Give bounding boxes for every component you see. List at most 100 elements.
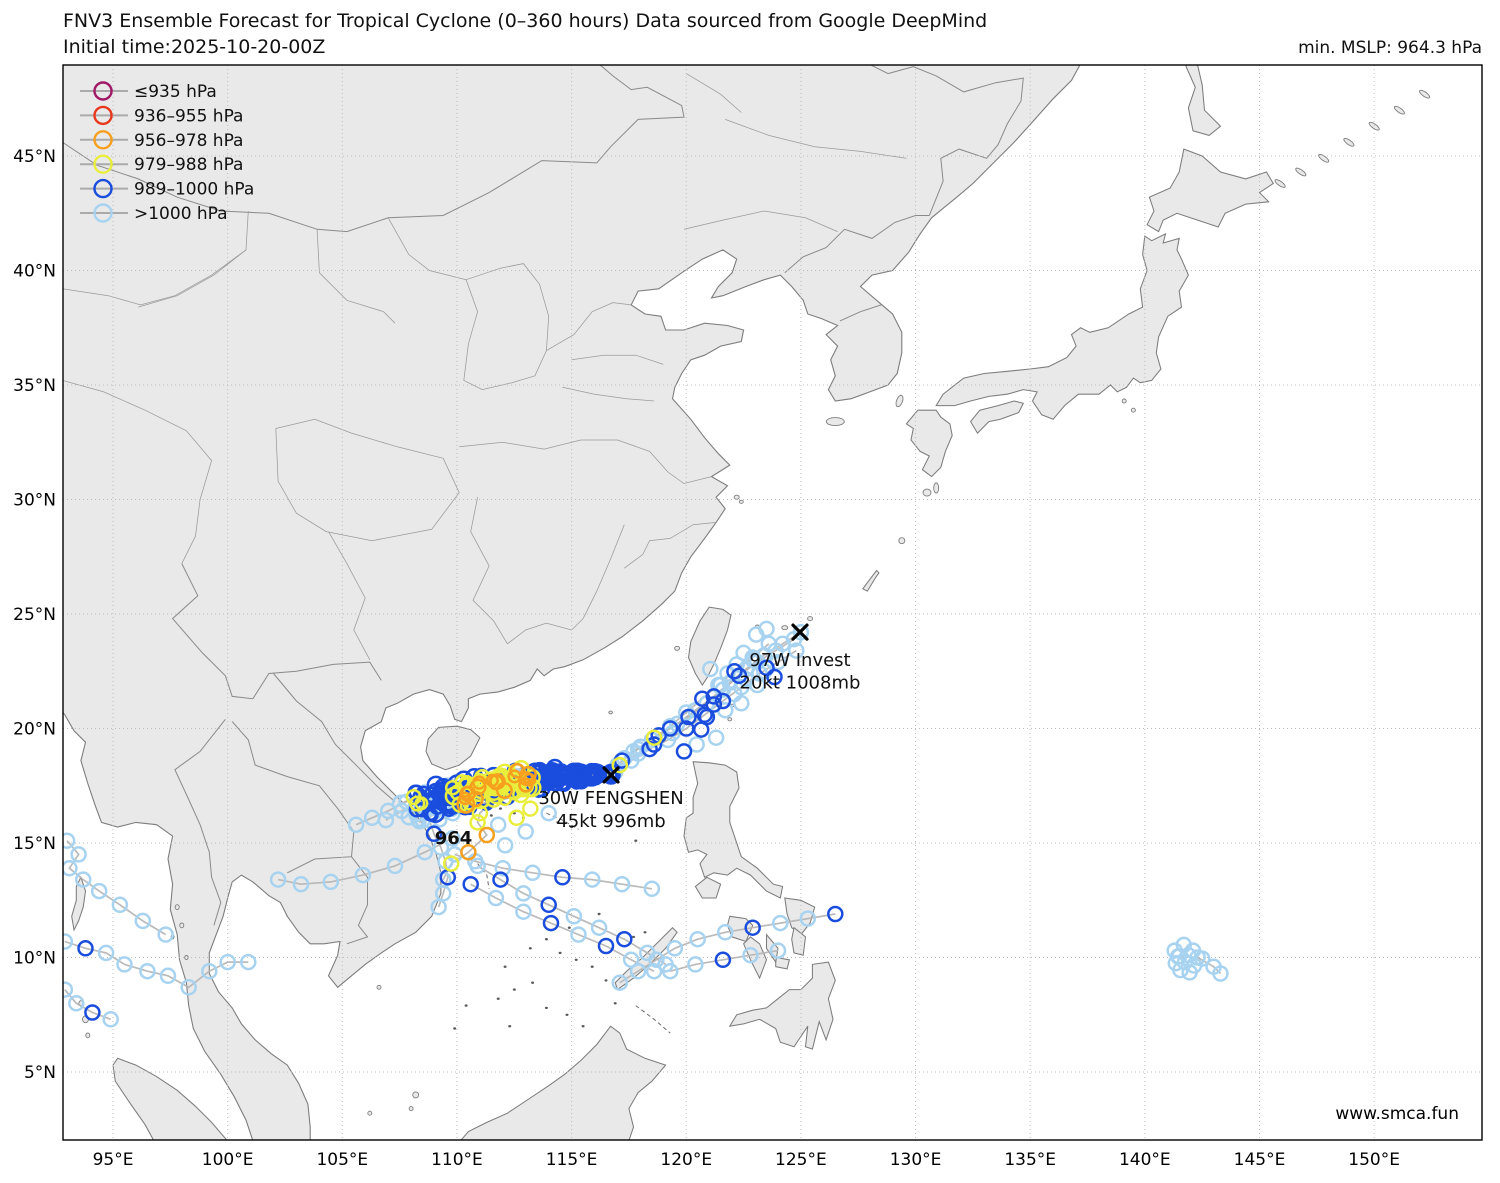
track-point	[157, 926, 174, 943]
province-border	[63, 249, 247, 306]
province-border	[624, 522, 717, 569]
lat-tick-label: 40°N	[13, 262, 56, 282]
figure-title: FNV3 Ensemble Forecast for Tropical Cycl…	[63, 10, 988, 32]
island-landmass	[460, 1025, 667, 1140]
track-point	[645, 729, 663, 746]
small-island	[608, 710, 613, 715]
legend-item: 989–1000 hPa	[80, 178, 254, 200]
reef-speck	[634, 839, 638, 842]
country-border	[869, 65, 1024, 216]
track-point	[472, 775, 487, 790]
track-point	[63, 933, 74, 950]
lon-tick-label: 120°E	[660, 1150, 712, 1170]
track-point	[159, 967, 177, 985]
track-point	[442, 855, 460, 872]
reef-speck	[604, 979, 608, 982]
mainland-asia	[63, 65, 1081, 1140]
track-point	[540, 804, 557, 822]
lon-tick-label: 140°E	[1119, 1150, 1171, 1170]
track-point	[421, 794, 438, 812]
reef-speck	[528, 947, 532, 950]
legend-label: 979–988 hPa	[134, 155, 243, 175]
small-island	[733, 494, 740, 500]
country-border	[273, 673, 396, 803]
small-island	[1121, 398, 1127, 404]
legend-label: 936–955 hPa	[134, 106, 243, 126]
track-point	[68, 995, 85, 1012]
island-landmass	[791, 926, 807, 956]
track-point	[63, 859, 78, 877]
track-point	[590, 919, 608, 936]
reef-speck	[499, 807, 502, 810]
small-island	[895, 394, 904, 408]
axis-labels-layer: 95°E 100°E 105°E 110°E 115°E 120°E 125°E 130°E 1…	[13, 147, 1400, 1170]
reef-speck	[508, 1025, 512, 1028]
track-point	[1212, 965, 1229, 982]
shoal-outline	[546, 812, 579, 830]
track-point	[84, 1004, 101, 1021]
lon-tick-label: 150°E	[1348, 1150, 1400, 1170]
political-borders-layer	[63, 65, 1024, 945]
track-point	[747, 626, 765, 643]
track-point	[742, 946, 759, 964]
track-point	[728, 656, 745, 673]
track-point	[613, 875, 631, 893]
track-point	[540, 896, 557, 914]
lat-tick-label: 35°N	[13, 376, 56, 396]
track-point	[377, 811, 395, 829]
track-point	[540, 775, 557, 792]
legend-label: 956–978 hPa	[134, 131, 243, 151]
reef-speck	[503, 965, 507, 968]
track-point	[219, 953, 236, 971]
track-point	[582, 767, 602, 787]
track-point	[139, 962, 156, 980]
reef-speck	[453, 1027, 457, 1030]
track-point	[471, 804, 489, 822]
track-point	[597, 937, 615, 955]
track-point	[645, 962, 663, 980]
legend-item: >1000 hPa	[80, 203, 228, 224]
track-point	[517, 823, 534, 840]
reef-speck	[556, 821, 560, 824]
track-points-layer	[63, 620, 1229, 1028]
track-point	[733, 695, 750, 712]
track-point	[661, 720, 679, 737]
track-point	[799, 910, 817, 927]
track-point	[542, 914, 560, 932]
track-point	[467, 790, 484, 808]
small-island	[85, 1032, 91, 1039]
track-point	[508, 809, 525, 827]
reef-speck	[565, 1013, 569, 1016]
island-landmass	[905, 409, 953, 478]
island-landmass	[935, 232, 1189, 420]
reef-speck	[574, 958, 578, 961]
track-point	[769, 942, 787, 959]
track-point	[469, 778, 487, 796]
legend-label: ≤935 hPa	[134, 82, 217, 102]
lon-tick-label: 145°E	[1234, 1150, 1286, 1170]
track-point	[744, 651, 761, 669]
track-point	[744, 919, 761, 936]
small-island	[1130, 407, 1136, 413]
track-point	[643, 880, 661, 898]
track-point	[714, 692, 732, 710]
track-point	[496, 837, 514, 854]
track-point	[766, 668, 783, 686]
province-border	[725, 119, 907, 159]
track-line	[64, 989, 111, 1021]
reef-speck	[613, 1002, 617, 1005]
reef-speck	[512, 988, 516, 991]
track-point	[554, 869, 571, 886]
country-border	[784, 215, 930, 274]
track-point	[416, 843, 434, 861]
track-point	[675, 743, 693, 760]
legend-circle-sample	[93, 178, 113, 199]
track-point	[696, 706, 713, 724]
lat-tick-label: 20°N	[13, 720, 56, 740]
reef-speck	[558, 951, 562, 955]
track-point	[77, 940, 94, 957]
lat-tick-label: 10°N	[13, 949, 56, 969]
island-landmass	[775, 956, 791, 970]
track-point	[63, 981, 74, 998]
legend-item: 936–955 hPa	[80, 105, 243, 126]
